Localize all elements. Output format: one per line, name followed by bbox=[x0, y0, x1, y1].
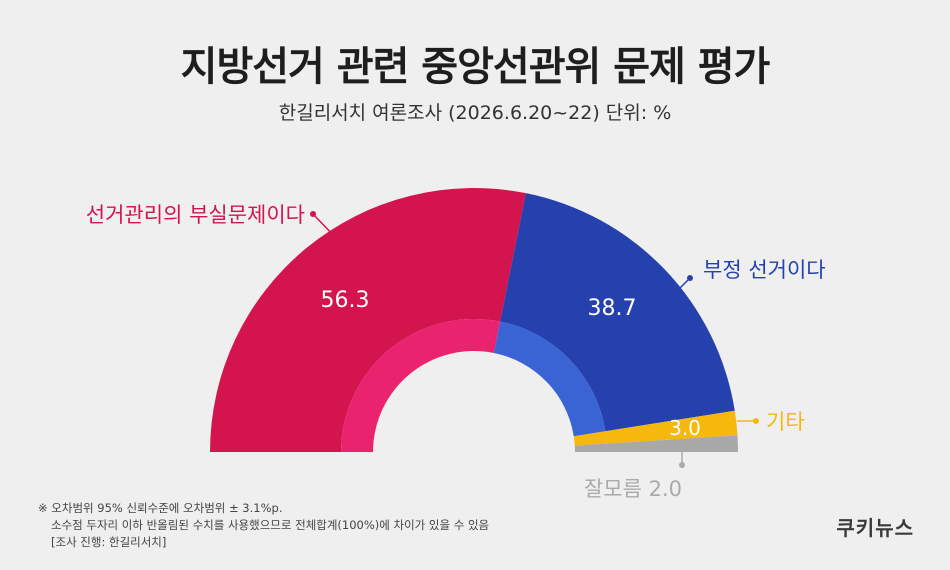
value-label-fraudulent-election: 38.7 bbox=[588, 296, 637, 321]
slice-fraudulent-election bbox=[500, 193, 735, 432]
leader-other-dot bbox=[753, 418, 759, 424]
footnote-rounding: 소수점 두자리 이하 반올림된 수치를 사용했으므로 전체합계(100%)에 차… bbox=[51, 518, 490, 532]
slice-other bbox=[605, 410, 738, 444]
footnote-margin-of-error: ※ 오차범위 95% 신뢰수준에 오차범위 ± 3.1%p. bbox=[38, 501, 283, 515]
chart-title: 지방선거 관련 중앙선관위 문제 평가 bbox=[180, 44, 771, 90]
value-label-other: 3.0 bbox=[669, 416, 701, 440]
footnotes: ※ 오차범위 95% 신뢰수준에 오차범위 ± 3.1%p. 소수점 두자리 이… bbox=[38, 500, 489, 551]
category-label-other: 기타 bbox=[766, 410, 805, 434]
slice-dont-know-inner-ring bbox=[574, 443, 607, 452]
slice-other-inner-ring bbox=[573, 431, 607, 446]
category-label-poor-management: 선거관리의 부실문제이다 bbox=[86, 203, 305, 227]
category-label-fraudulent-election: 부정 선거이다 bbox=[703, 258, 826, 282]
slice-fraudulent-election-inner-ring bbox=[493, 321, 606, 437]
footnote-survey-firm: [조사 진행: 한길리서치] bbox=[51, 535, 167, 549]
leader-poor-management-dot bbox=[310, 211, 316, 217]
leader-fraudulent-election-line bbox=[671, 277, 691, 297]
slice-poor-management bbox=[210, 188, 526, 452]
value-label-poor-management: 56.3 bbox=[321, 288, 370, 313]
leader-poor-management-line bbox=[312, 213, 337, 239]
leader-dont-know-dot bbox=[679, 462, 685, 468]
slice-poor-management-inner-ring bbox=[341, 318, 501, 452]
chart-subtitle: 한길리서치 여론조사 (2026.6.20~22) 단위: % bbox=[278, 102, 672, 124]
category-label-dont-know: 잘모름 2.0 bbox=[584, 477, 682, 501]
brand-logo: 쿠키뉴스 bbox=[836, 516, 914, 540]
leader-fraudulent-election-dot bbox=[687, 275, 693, 281]
slice-dont-know bbox=[606, 435, 738, 452]
